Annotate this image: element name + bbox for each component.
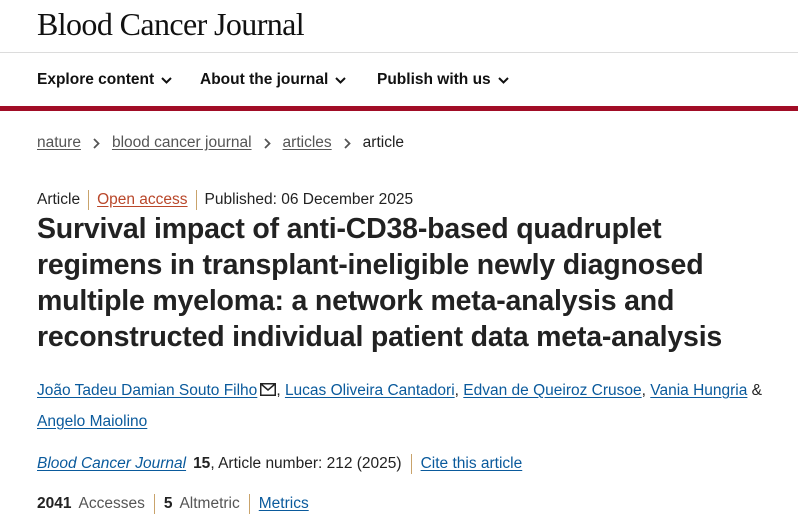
chevron-down-icon <box>497 76 509 84</box>
citation-divider <box>410 454 412 474</box>
mail-icon[interactable] <box>260 383 277 396</box>
author-separator: , <box>454 382 464 399</box>
main-nav: Explore content About the journal Publis… <box>0 53 798 106</box>
author-link[interactable]: Lucas Oliveira Cantadori <box>284 382 455 399</box>
article-title: Survival impact of anti-CD38-based quadr… <box>37 213 723 353</box>
nav-explore-content[interactable]: Explore content <box>37 71 172 89</box>
site-header: Blood Cancer Journal <box>0 0 798 52</box>
nav-item-label: Publish with us <box>377 71 491 88</box>
citation-line: Blood Cancer Journal 15 , Article number… <box>37 454 522 474</box>
chevron-right-icon <box>344 137 351 149</box>
altmetric-count: 5 <box>163 495 173 512</box>
open-access-link[interactable]: Open access <box>97 191 188 208</box>
breadcrumb-nature[interactable]: nature <box>37 134 81 151</box>
accesses-count: 2041 <box>37 495 72 512</box>
accesses-label: Accesses <box>78 495 145 512</box>
author-list: João Tadeu Damian Souto Filho, Lucas Oli… <box>37 375 777 437</box>
chevron-down-icon <box>161 76 172 84</box>
meta-divider <box>88 190 90 210</box>
cite-this-article-link[interactable]: Cite this article <box>420 455 523 472</box>
nav-about-journal[interactable]: About the journal <box>200 71 347 89</box>
nav-item-label: Explore content <box>37 71 155 88</box>
header-divider <box>0 52 798 53</box>
published-date: Published: 06 December 2025 <box>204 191 414 208</box>
metrics-divider <box>153 494 155 514</box>
author-and: & <box>747 382 763 399</box>
breadcrumb: nature blood cancer journal articles art… <box>37 134 404 152</box>
article-meta: Article Open access Published: 06 Decemb… <box>37 190 413 210</box>
chevron-right-icon <box>93 137 100 149</box>
article-type: Article <box>37 191 81 208</box>
meta-divider <box>195 190 197 210</box>
journal-name-link[interactable]: Blood Cancer Journal <box>37 455 187 472</box>
breadcrumb-articles[interactable]: articles <box>282 134 332 151</box>
metrics-link[interactable]: Metrics <box>258 495 309 512</box>
metrics-divider <box>248 494 250 514</box>
brand-divider <box>0 106 798 111</box>
article-number: , Article number: 212 (2025) <box>210 455 402 472</box>
author-link[interactable]: Angelo Maiolino <box>37 413 148 430</box>
chevron-right-icon <box>263 137 271 149</box>
author-link[interactable]: João Tadeu Damian Souto Filho <box>37 382 258 399</box>
author-separator: , <box>641 382 651 399</box>
altmetric-label: Altmetric <box>179 495 240 512</box>
nav-item-label: About the journal <box>200 71 329 88</box>
breadcrumb-blood-cancer-journal[interactable]: blood cancer journal <box>111 134 252 151</box>
article-metrics: 2041 Accesses 5 Altmetric Metrics <box>37 494 309 514</box>
journal-logo[interactable]: Blood Cancer Journal <box>37 6 305 42</box>
chevron-down-icon <box>335 76 347 84</box>
nav-publish-with-us[interactable]: Publish with us <box>377 71 509 89</box>
author-link[interactable]: Vania Hungria <box>650 382 748 399</box>
author-separator: , <box>276 382 285 399</box>
author-link[interactable]: Edvan de Queiroz Crusoe <box>463 382 642 399</box>
volume-number: 15 <box>193 455 211 472</box>
breadcrumb-current: article <box>362 134 405 151</box>
